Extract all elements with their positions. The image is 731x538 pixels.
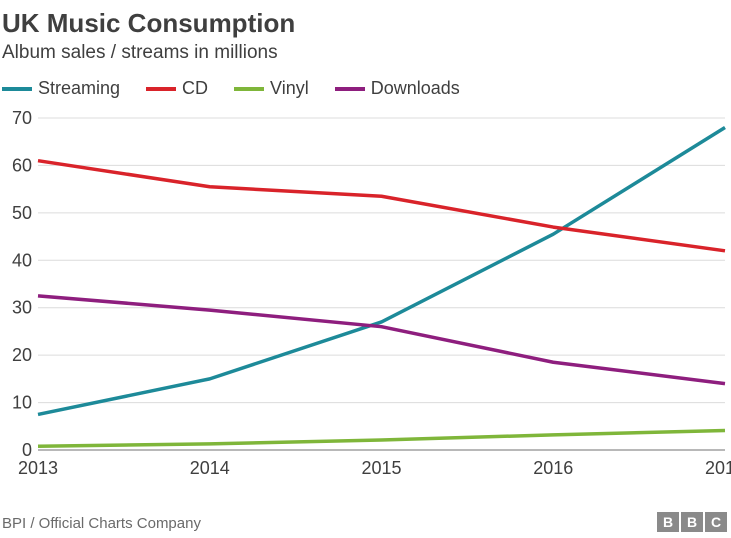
legend: Streaming CD Vinyl Downloads <box>2 78 460 99</box>
legend-swatch <box>146 87 176 91</box>
ytick-label: 0 <box>22 440 32 460</box>
bbc-logo-box: B <box>657 512 679 532</box>
legend-swatch <box>335 87 365 91</box>
chart-title: UK Music Consumption <box>2 8 295 39</box>
ytick-label: 20 <box>12 345 32 365</box>
legend-swatch <box>2 87 32 91</box>
legend-swatch <box>234 87 264 91</box>
ytick-label: 50 <box>12 203 32 223</box>
source-attribution: BPI / Official Charts Company <box>2 515 201 532</box>
series-vinyl <box>38 431 725 447</box>
chart-svg: 0 10 20 30 40 50 60 70 2013 2014 2015 2016 2017 <box>0 110 731 490</box>
xtick-label: 2016 <box>533 458 573 478</box>
legend-item-downloads: Downloads <box>335 78 460 99</box>
ytick-label: 40 <box>12 250 32 270</box>
xtick-label: 2017 <box>705 458 731 478</box>
legend-item-cd: CD <box>146 78 208 99</box>
bbc-logo-box: C <box>705 512 727 532</box>
legend-label: Downloads <box>371 78 460 99</box>
ytick-label: 60 <box>12 155 32 175</box>
ytick-label: 30 <box>12 298 32 318</box>
legend-label: CD <box>182 78 208 99</box>
legend-item-streaming: Streaming <box>2 78 120 99</box>
legend-label: Streaming <box>38 78 120 99</box>
legend-item-vinyl: Vinyl <box>234 78 309 99</box>
series-cd <box>38 161 725 251</box>
chart-container: UK Music Consumption Album sales / strea… <box>0 0 731 538</box>
ytick-label: 10 <box>12 393 32 413</box>
xtick-label: 2013 <box>18 458 58 478</box>
bbc-logo-box: B <box>681 512 703 532</box>
plot-area: 0 10 20 30 40 50 60 70 2013 2014 2015 2016 2017 <box>0 110 731 490</box>
legend-label: Vinyl <box>270 78 309 99</box>
xtick-label: 2014 <box>190 458 230 478</box>
chart-subtitle: Album sales / streams in millions <box>2 42 278 64</box>
ytick-label: 70 <box>12 110 32 128</box>
xtick-label: 2015 <box>361 458 401 478</box>
bbc-logo: BBC <box>657 512 727 532</box>
series-downloads <box>38 296 725 384</box>
